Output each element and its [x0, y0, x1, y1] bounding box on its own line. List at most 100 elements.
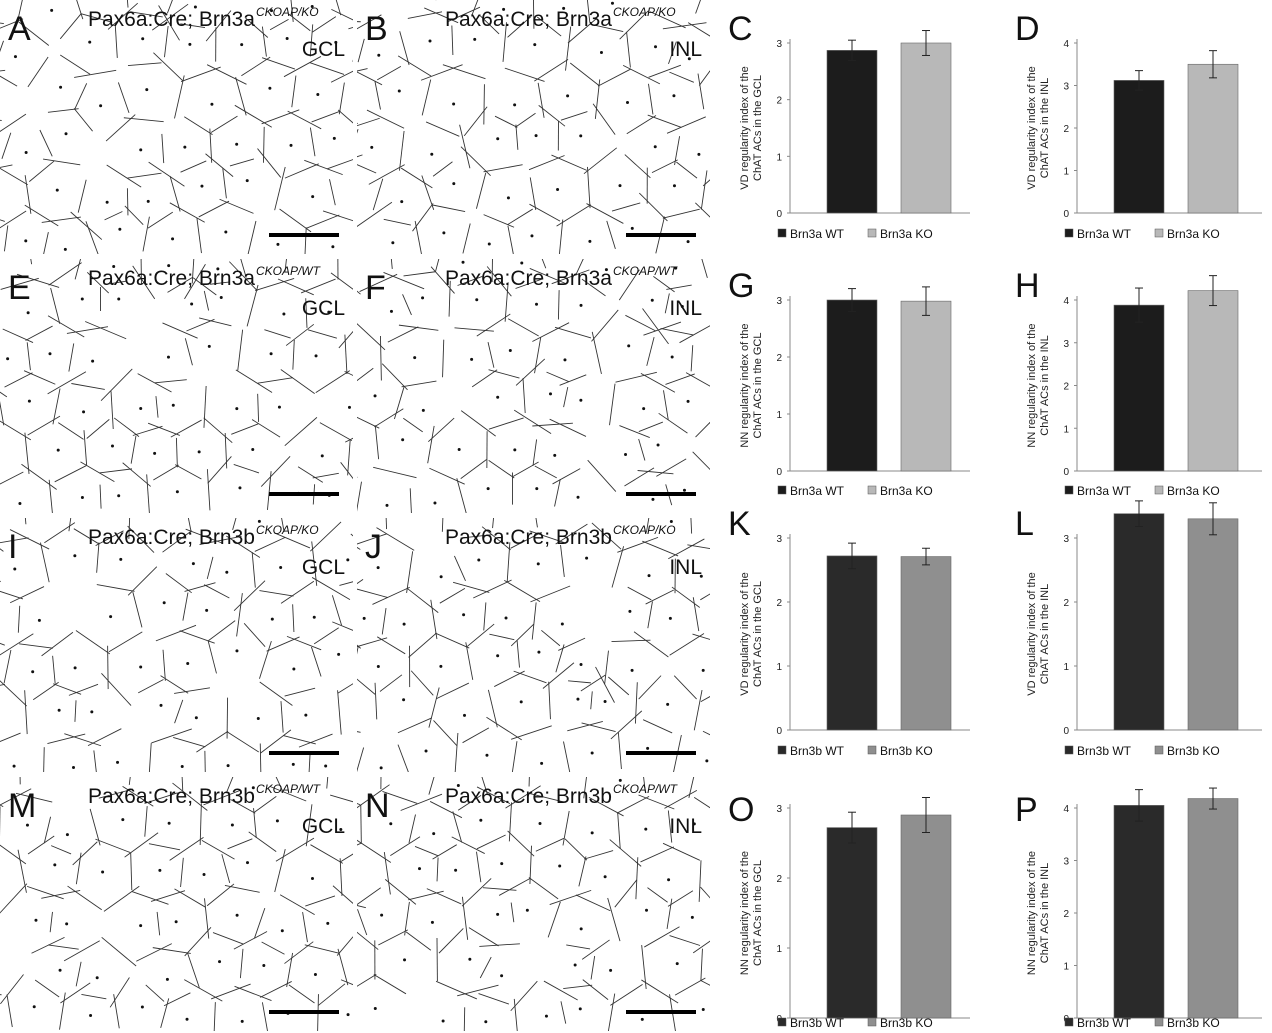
cell-boundary: [531, 602, 537, 640]
cell-boundary: [405, 931, 432, 951]
cell-boundary: [44, 522, 76, 544]
cell-boundary: [640, 846, 675, 863]
cell-boundary: [700, 170, 708, 210]
cell-center-dot: [153, 451, 157, 455]
y-tick-label: 3: [1063, 534, 1069, 545]
cell-boundary: [720, 731, 742, 735]
cell-center-dot: [457, 447, 461, 451]
cell-center-dot: [171, 403, 175, 407]
cell-boundary: [310, 844, 344, 864]
cell-boundary: [0, 75, 18, 87]
cell-boundary: [529, 268, 567, 285]
cell-center-dot: [513, 103, 517, 107]
bar-brn3a-wt: [1113, 80, 1165, 214]
cell-boundary: [0, 974, 24, 1005]
panel-background: [0, 0, 353, 254]
cell-boundary: [284, 417, 318, 446]
cell-boundary: [52, 388, 61, 425]
cell-boundary: [222, 168, 227, 199]
cell-center-dot: [456, 783, 460, 787]
cell-boundary: [615, 371, 657, 383]
cell-center-dot: [139, 148, 143, 152]
cell-center-dot: [235, 913, 239, 917]
cell-boundary: [607, 993, 616, 1031]
cell-boundary: [710, 483, 744, 504]
bar-brn3a-ko: [1187, 290, 1239, 472]
cell-boundary: [697, 73, 705, 110]
cell-boundary: [435, 632, 470, 649]
cell-boundary: [381, 608, 387, 635]
retinal-layer-label: INL: [669, 38, 702, 61]
cell-boundary: [653, 276, 675, 293]
cell-boundary: [110, 391, 114, 430]
cell-boundary: [488, 460, 515, 479]
cell-center-dot: [13, 567, 17, 571]
cell-center-dot: [277, 405, 281, 409]
cell-boundary: [529, 177, 537, 210]
cell-boundary: [457, 984, 499, 997]
cell-boundary: [17, 605, 21, 633]
cell-boundary: [73, 108, 93, 132]
cell-center-dot: [666, 702, 670, 706]
cell-center-dot: [520, 261, 524, 265]
cell-boundary: [59, 13, 82, 40]
cell-center-dot: [421, 408, 425, 412]
cell-boundary: [581, 278, 606, 297]
cell-center-dot: [262, 963, 266, 967]
cell-boundary: [127, 62, 162, 66]
legend-label: Brn3b KO: [1167, 744, 1220, 758]
cell-boundary: [196, 217, 202, 254]
cell-center-dot: [65, 922, 69, 926]
cell-boundary: [136, 943, 172, 962]
cell-center-dot: [682, 488, 686, 492]
bar-brn3b-wt: [1113, 805, 1165, 1019]
cell-center-dot: [535, 302, 539, 306]
chart-letter: C: [728, 10, 753, 48]
cell-boundary: [210, 115, 238, 133]
cell-boundary: [456, 478, 467, 513]
cell-boundary: [261, 1002, 268, 1031]
cell-boundary: [700, 948, 703, 981]
cell-boundary: [344, 370, 353, 376]
cell-boundary: [554, 479, 561, 507]
cell-boundary: [357, 588, 389, 599]
cell-boundary: [481, 526, 511, 551]
cell-boundary: [234, 104, 272, 128]
cell-center-dot: [31, 670, 35, 674]
cell-boundary: [43, 232, 49, 254]
y-tick-label: 2: [1063, 124, 1069, 135]
cell-center-dot: [210, 102, 214, 106]
cell-center-dot: [646, 746, 650, 750]
cell-boundary: [406, 551, 414, 594]
cell-boundary: [297, 466, 324, 483]
cell-boundary: [27, 415, 61, 436]
cell-boundary: [402, 294, 412, 316]
cell-boundary: [581, 722, 616, 732]
cell-boundary: [432, 161, 453, 177]
cell-boundary: [257, 377, 293, 384]
cell-boundary: [646, 337, 655, 366]
cell-center-dot: [230, 823, 234, 827]
cell-boundary: [414, 220, 422, 254]
y-axis-title-line: ChAT ACs in the GCL: [752, 333, 764, 439]
bar-brn3b-ko: [900, 556, 952, 731]
cell-boundary: [647, 601, 653, 629]
cell-boundary: [347, 440, 351, 476]
cell-boundary: [48, 479, 53, 513]
cell-boundary: [199, 317, 232, 327]
scale-bar: [626, 1010, 696, 1014]
cell-boundary: [587, 166, 591, 209]
cell-center-dot: [475, 298, 479, 302]
cell-boundary: [534, 59, 569, 82]
cell-boundary: [47, 108, 79, 113]
cell-boundary: [330, 794, 353, 803]
cell-center-dot: [63, 247, 67, 251]
cell-boundary: [425, 121, 460, 137]
cell-boundary: [150, 890, 186, 902]
cell-center-dot: [139, 924, 143, 928]
legend-label: Brn3a KO: [1167, 227, 1220, 241]
cell-boundary: [47, 733, 86, 745]
cell-boundary: [311, 16, 337, 33]
cell-boundary: [205, 10, 232, 42]
cell-center-dot: [99, 104, 103, 108]
